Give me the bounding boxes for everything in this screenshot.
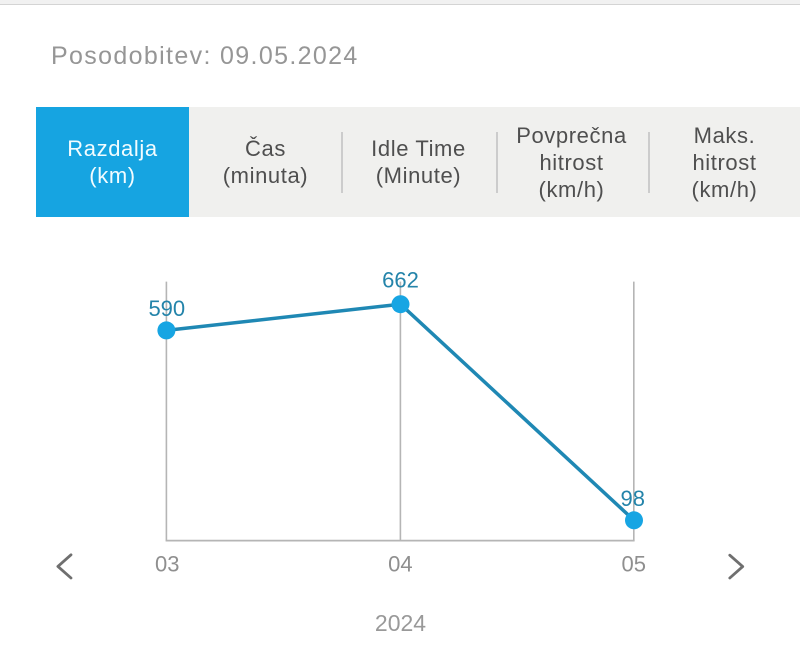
svg-text:04: 04 bbox=[388, 552, 412, 577]
svg-text:03: 03 bbox=[155, 552, 179, 577]
svg-text:2024: 2024 bbox=[375, 610, 426, 636]
svg-text:05: 05 bbox=[622, 552, 646, 577]
svg-text:98: 98 bbox=[621, 486, 645, 511]
svg-text:590: 590 bbox=[148, 296, 185, 321]
svg-text:662: 662 bbox=[382, 268, 419, 293]
